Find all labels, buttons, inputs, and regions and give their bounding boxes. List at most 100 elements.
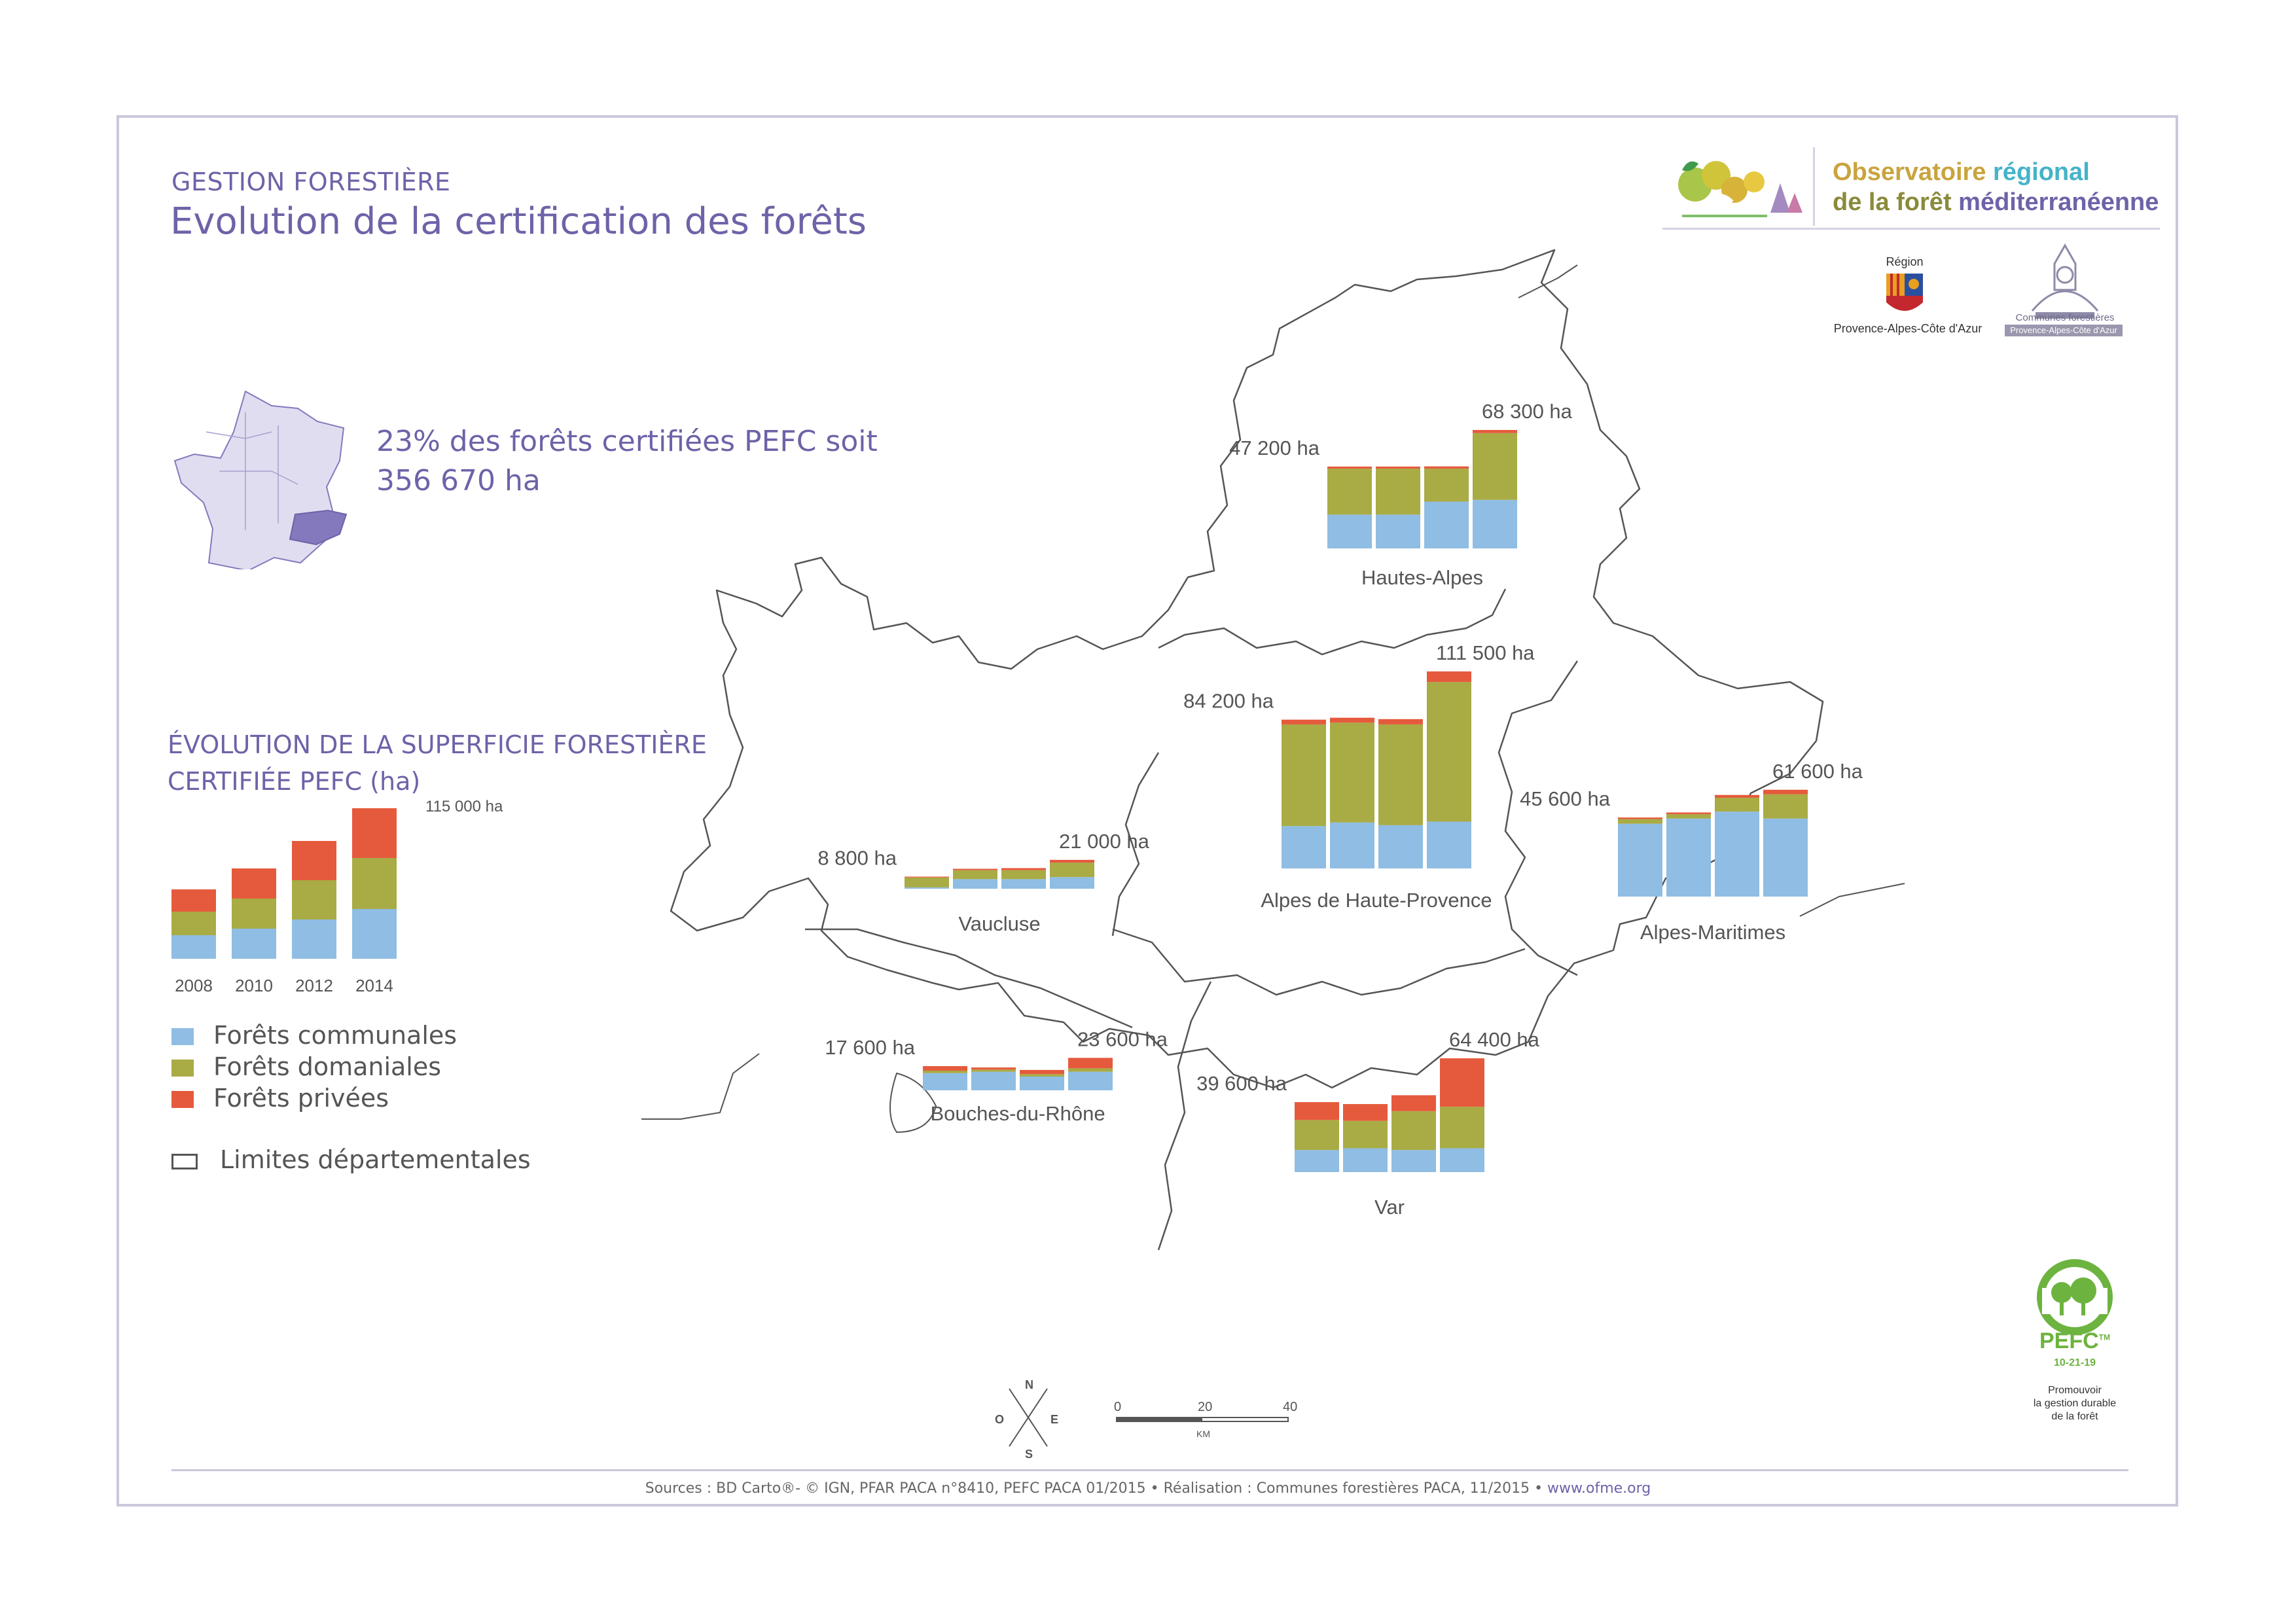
bar-forets-privees-2010 xyxy=(232,868,276,899)
compass-e: E xyxy=(1050,1413,1058,1426)
ofme-title-line2: de la forêt méditerranéenne xyxy=(1833,188,2159,217)
pefc-slogan-line3: de la forêt xyxy=(2051,1411,2098,1422)
bar-forets-privees-2012 xyxy=(1391,1095,1436,1111)
bar-forets-domaniales-2010 xyxy=(1666,814,1711,819)
legend-label-privees: Forêts privées xyxy=(213,1084,389,1113)
bar-forets-communales-2014 xyxy=(1763,818,1808,897)
scale-unit: KM xyxy=(1196,1429,1210,1439)
legend-limits: Limites départementales xyxy=(171,1145,531,1174)
bar-forets-domaniales-2010 xyxy=(1376,469,1420,515)
communes-label-2: Provence-Alpes-Côte d'Azur xyxy=(2005,325,2123,336)
department-name: Alpes de Haute-Provence xyxy=(1261,889,1492,912)
bar-forets-privees-2010 xyxy=(1666,812,1711,815)
category-label-2014: 2014 xyxy=(355,976,393,995)
bar-forets-privees-2012 xyxy=(1715,794,1759,798)
boundary-hautes-alpes xyxy=(1158,588,1507,656)
scale-tick-20: 20 xyxy=(1198,1400,1212,1414)
legend-label-limits: Limites départementales xyxy=(220,1145,531,1174)
boundary-bdr-var xyxy=(1157,981,1212,1251)
bar-forets-domaniales-2012 xyxy=(1001,870,1046,880)
end-value-label: 111 500 ha xyxy=(1436,641,1535,664)
bar-forets-domaniales-2012 xyxy=(1391,1111,1436,1150)
bar-forets-domaniales-2012 xyxy=(1020,1074,1064,1077)
region-label-bottom: Provence-Alpes-Côte d'Azur xyxy=(1833,322,1982,335)
bar-forets-domaniales-2012 xyxy=(1424,469,1469,502)
region-outline xyxy=(670,249,1824,1089)
ofme-word-regional: régional xyxy=(1993,158,2090,186)
summary-chart: 2008 2010 2012 2014 115 000 ha xyxy=(171,798,503,995)
legend-swatch-communales xyxy=(171,1028,194,1045)
headline: 23% des forêts certifiées PEFC soit 356 … xyxy=(376,422,878,501)
region-label-top: Région xyxy=(1886,255,1924,268)
bar-forets-domaniales-2008 xyxy=(1282,724,1326,827)
ofme-word-foret: de la forêt xyxy=(1833,188,1952,216)
legend-domaniales: Forêts domaniales xyxy=(171,1052,441,1081)
bar-forets-privees-2008 xyxy=(1282,719,1326,724)
legend-communales: Forêts communales xyxy=(171,1021,457,1050)
bar-forets-communales-2008 xyxy=(1282,826,1326,868)
bar-forets-domaniales-2014 xyxy=(1473,433,1517,500)
bar-forets-domaniales-2012 xyxy=(292,880,336,919)
bar-forets-communales-2008 xyxy=(905,887,949,889)
bar-forets-communales-2010 xyxy=(971,1071,1016,1090)
bar-forets-privees-2012 xyxy=(1424,466,1469,469)
bar-forets-privees-2014 xyxy=(1050,859,1094,863)
boundary-alpes-maritimes xyxy=(1498,660,1579,976)
end-value-label: 23 600 ha xyxy=(1077,1027,1168,1050)
bar-forets-privees-2012 xyxy=(1020,1069,1064,1075)
bar-forets-domaniales-2014 xyxy=(1427,682,1471,822)
bar-forets-communales-2010 xyxy=(1666,818,1711,897)
department-name: Hautes-Alpes xyxy=(1361,566,1483,589)
bar-forets-domaniales-2010 xyxy=(1343,1120,1388,1149)
start-value-label: 45 600 ha xyxy=(1520,787,1611,810)
bar-forets-domaniales-2008 xyxy=(1618,819,1662,824)
chart-hautes-alpes: Hautes-Alpes 47 200 ha 68 300 ha xyxy=(1229,400,1573,589)
department-name: Var xyxy=(1374,1196,1405,1219)
bar-forets-domaniales-2014 xyxy=(1440,1107,1484,1149)
sources-link[interactable]: www.ofme.org xyxy=(1547,1480,1651,1497)
bar-forets-domaniales-2008 xyxy=(905,877,949,887)
ofme-word-observatoire: Observatoire xyxy=(1833,158,1986,186)
pefc-code: 10-21-19 xyxy=(2053,1357,2096,1368)
compass-n: N xyxy=(1025,1378,1033,1391)
bar-forets-privees-2014 xyxy=(1427,671,1471,683)
communes-label-1: Communes forestières xyxy=(2015,312,2115,323)
bar-forets-communales-2014 xyxy=(1440,1148,1484,1172)
bar-forets-privees-2010 xyxy=(1376,466,1420,469)
bar-forets-privees-2008 xyxy=(905,876,949,878)
ofme-word-med: méditerranéenne xyxy=(1958,188,2159,216)
ofme-trees-logo xyxy=(1678,161,1803,217)
pefc-tm: TM xyxy=(2098,1332,2110,1342)
bar-forets-privees-2012 xyxy=(1378,719,1423,724)
department-name: Bouches-du-Rhône xyxy=(930,1102,1105,1125)
communes-forestieres-logo xyxy=(2031,243,2099,319)
north-border-stub xyxy=(1518,264,1578,298)
pefc-slogan-line1: Promouvoir xyxy=(2048,1385,2102,1396)
compass-o: O xyxy=(995,1413,1004,1426)
bar-forets-domaniales-2010 xyxy=(232,899,276,929)
bar-forets-domaniales-2008 xyxy=(1295,1120,1339,1150)
rhone-line xyxy=(641,1053,760,1120)
department-name: Alpes-Maritimes xyxy=(1640,921,1785,944)
compass-rose-icon: N O E S xyxy=(995,1378,1058,1461)
region-coat-of-arms-icon xyxy=(1886,274,1923,311)
legend-label-domaniales: Forêts domaniales xyxy=(213,1052,442,1081)
bar-forets-domaniales-2012 xyxy=(1715,797,1759,812)
footer-rule xyxy=(171,1469,2128,1471)
bar-forets-communales-2014 xyxy=(1068,1071,1113,1090)
summary-chart-title-line1: ÉVOLUTION DE LA SUPERFICIE FORESTIÈRE xyxy=(168,730,707,759)
bar-forets-communales-2012 xyxy=(1715,812,1759,897)
bar-forets-communales-2008 xyxy=(1295,1150,1339,1172)
bar-forets-communales-2010 xyxy=(1343,1148,1388,1172)
bar-forets-privees-2010 xyxy=(1343,1104,1388,1121)
scale-tick-0: 0 xyxy=(1114,1400,1121,1414)
start-value-label: 17 600 ha xyxy=(825,1036,916,1059)
bar-forets-privees-2008 xyxy=(1327,466,1372,469)
bar-forets-communales-2012 xyxy=(292,919,336,959)
pefc-name: PEFCTM xyxy=(2016,1329,2134,1354)
bar-forets-privees-2008 xyxy=(923,1066,967,1071)
chart-var: Var 39 600 ha 64 400 ha xyxy=(1196,1028,1540,1219)
boundary-vaucluse-ahp xyxy=(1111,752,1160,936)
start-value-label: 47 200 ha xyxy=(1229,437,1320,459)
